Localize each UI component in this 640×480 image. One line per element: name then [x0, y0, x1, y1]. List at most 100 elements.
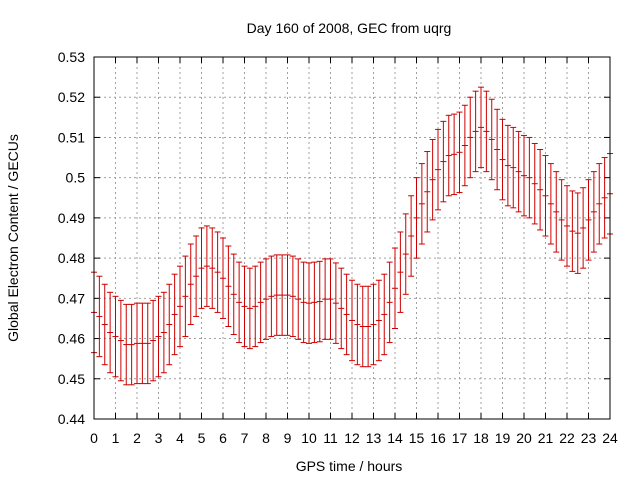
data-point [274, 255, 280, 335]
y-tick-label: 0.48 [58, 250, 85, 266]
data-point [371, 284, 377, 364]
data-point [602, 158, 608, 238]
data-point [193, 236, 199, 316]
data-point [311, 262, 317, 342]
x-tick-label: 6 [219, 430, 227, 446]
y-tick-label: 0.52 [58, 89, 85, 105]
x-tick-label: 0 [90, 430, 98, 446]
data-point [344, 274, 350, 354]
data-point [231, 254, 237, 334]
data-point [397, 232, 403, 312]
y-tick-label: 0.45 [58, 371, 85, 387]
data-point [376, 280, 382, 360]
data-point [215, 232, 221, 312]
data-point [435, 129, 441, 209]
y-tick-label: 0.47 [58, 290, 85, 306]
data-point [96, 276, 102, 356]
data-point [569, 191, 575, 271]
data-point [113, 296, 119, 376]
data-point [301, 262, 307, 342]
data-point [118, 300, 124, 380]
data-point [317, 261, 323, 341]
data-point [123, 304, 129, 384]
y-axis-label: Global Electron Content / GECUs [5, 134, 21, 342]
data-point [220, 238, 226, 318]
data-point [161, 292, 167, 372]
data-point [559, 180, 565, 260]
data-point [156, 296, 162, 376]
data-point [306, 263, 312, 343]
data-point [451, 114, 457, 194]
y-tick-label: 0.44 [58, 411, 85, 427]
x-tick-label: 17 [452, 430, 468, 446]
x-tick-label: 24 [602, 430, 618, 446]
data-point [564, 186, 570, 266]
data-point [408, 196, 414, 276]
data-point [252, 266, 258, 346]
data-point [510, 127, 516, 207]
data-point [414, 178, 420, 258]
data-point [403, 214, 409, 294]
data-point [247, 268, 253, 348]
data-point [553, 172, 559, 252]
data-point [532, 143, 538, 223]
data-point [290, 256, 296, 336]
x-tick-label: 4 [176, 430, 184, 446]
data-point [430, 139, 436, 219]
data-point [548, 164, 554, 244]
data-point [446, 115, 452, 195]
x-tick-label: 9 [284, 430, 292, 446]
chart-title: Day 160 of 2008, GEC from uqrg [247, 20, 452, 36]
data-point [575, 193, 581, 273]
data-point [204, 226, 210, 306]
x-axis-ticks: 0 1 2 3 4 5 6 7 8 9 10 11 12 13 14 15 16 17 18 19 20 21 22 23 24 [90, 57, 618, 446]
x-tick-label: 2 [133, 430, 141, 446]
y-tick-label: 0.46 [58, 331, 85, 347]
data-point [177, 266, 183, 346]
y-tick-label: 0.49 [58, 210, 85, 226]
y-axis-ticks: 0.44 0.45 0.46 0.47 0.48 0.49 0.5 0.51 0.52 0.53 [58, 49, 610, 427]
data-point [134, 303, 140, 383]
x-tick-label: 14 [387, 430, 403, 446]
data-point [500, 119, 506, 199]
data-point [338, 268, 344, 348]
data-point [521, 135, 527, 215]
x-tick-label: 13 [366, 430, 382, 446]
data-point [139, 303, 145, 383]
x-tick-label: 10 [301, 430, 317, 446]
data-point [268, 256, 274, 336]
data-point [258, 262, 264, 342]
data-point [182, 256, 188, 336]
data-point [591, 172, 597, 252]
x-axis-label: GPS time / hours [296, 458, 403, 474]
x-tick-label: 1 [112, 430, 120, 446]
data-point [263, 259, 269, 339]
data-point [586, 180, 592, 260]
x-tick-label: 11 [323, 430, 338, 446]
data-point [419, 164, 425, 244]
data-point [172, 274, 178, 354]
data-point [473, 91, 479, 171]
data-point [440, 121, 446, 201]
data-point [596, 164, 602, 244]
y-tick-label: 0.53 [58, 49, 85, 65]
data-point [457, 112, 463, 192]
data-point [328, 259, 334, 339]
data-point [526, 137, 532, 217]
data-point [102, 284, 108, 364]
x-tick-label: 23 [581, 430, 597, 446]
x-tick-label: 22 [559, 430, 575, 446]
data-series-gec [91, 87, 613, 385]
data-point [467, 97, 473, 177]
data-point [295, 259, 301, 339]
x-tick-label: 20 [516, 430, 532, 446]
data-point [129, 304, 135, 384]
data-point [145, 303, 151, 383]
data-point [188, 244, 194, 324]
data-point [209, 228, 215, 308]
data-point [242, 266, 248, 346]
x-tick-label: 15 [409, 430, 425, 446]
data-point [354, 284, 360, 364]
x-tick-label: 8 [262, 430, 270, 446]
x-tick-label: 19 [495, 430, 511, 446]
